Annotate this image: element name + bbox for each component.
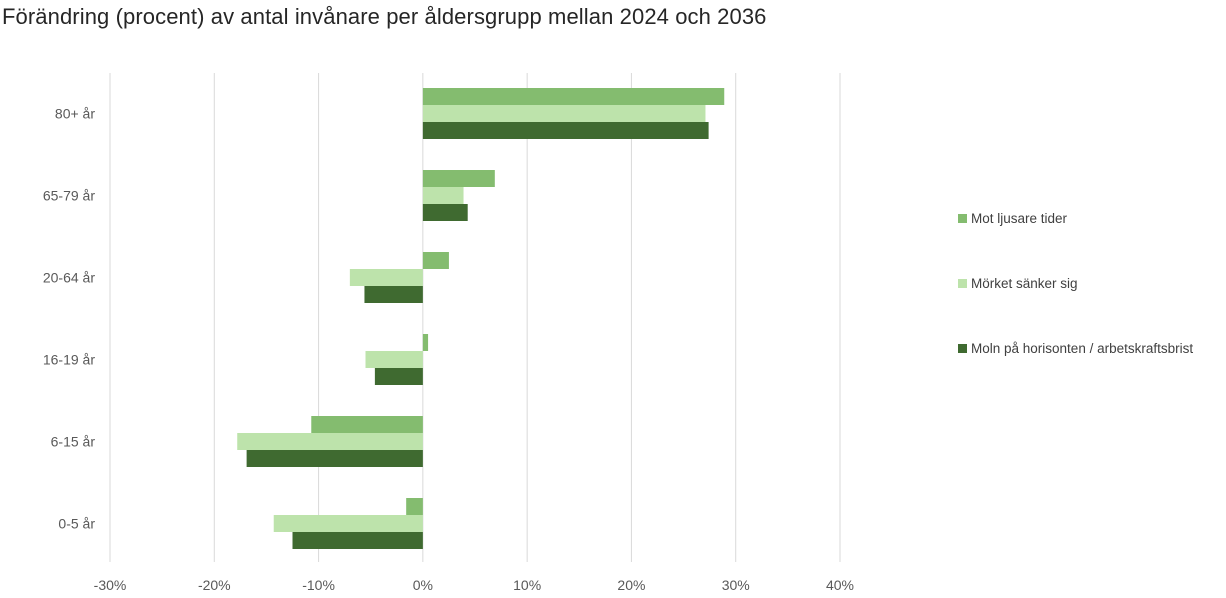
legend: Mot ljusare tider Mörket sänker sig Moln p… xyxy=(958,205,1226,400)
x-tick-label: 20% xyxy=(617,577,645,593)
bar xyxy=(365,351,423,368)
x-tick-label: 30% xyxy=(722,577,750,593)
bar xyxy=(237,433,423,450)
chart-title: Förändring (procent) av antal invånare p… xyxy=(2,4,767,29)
x-tick-label: -30% xyxy=(94,577,127,593)
category-label: 16-19 år xyxy=(43,352,95,368)
legend-swatch xyxy=(958,343,967,353)
legend-item: Mot ljusare tider xyxy=(958,205,1226,231)
bar xyxy=(349,269,423,286)
x-tick-label: -20% xyxy=(198,577,231,593)
bar xyxy=(422,252,449,269)
legend-item: Moln på horisonten / arbetskraftsbrist xyxy=(958,335,1226,361)
legend-swatch xyxy=(958,278,967,288)
x-tick-label: 10% xyxy=(513,577,541,593)
legend-label: Mörket sänker sig xyxy=(971,275,1078,291)
bar xyxy=(364,286,423,303)
bar xyxy=(422,187,464,204)
bar xyxy=(311,416,423,433)
bar xyxy=(273,515,423,532)
bar xyxy=(246,450,423,467)
category-label: 20-64 år xyxy=(43,270,95,286)
category-label: 65-79 år xyxy=(43,188,95,204)
bar xyxy=(422,105,706,122)
x-tick-label: -10% xyxy=(302,577,335,593)
bar xyxy=(374,368,423,385)
bar xyxy=(422,88,725,105)
bars xyxy=(237,88,725,549)
x-tick-label: 40% xyxy=(826,577,854,593)
legend-item: Mörket sänker sig xyxy=(958,270,1226,296)
category-labels: 80+ år 65-79 år 20-64 år 16-19 år 6-15 år 0-5… xyxy=(43,106,95,532)
category-label: 80+ år xyxy=(55,106,95,122)
x-tick-labels: -30% -20% -10% 0% 10% 20% 30% 40% xyxy=(94,577,854,593)
x-tick-label: 0% xyxy=(413,577,433,593)
bar xyxy=(292,532,423,549)
legend-label: Moln på horisonten / arbetskraftsbrist xyxy=(971,340,1194,356)
legend-label: Mot ljusare tider xyxy=(971,210,1068,226)
legend-swatch xyxy=(958,213,967,223)
bar xyxy=(422,170,495,187)
bar xyxy=(422,204,468,221)
gridlines xyxy=(109,73,841,562)
category-label: 0-5 år xyxy=(58,516,95,532)
bar xyxy=(406,498,423,515)
bar xyxy=(422,334,429,351)
category-label: 6-15 år xyxy=(51,434,96,450)
bar xyxy=(422,122,709,139)
